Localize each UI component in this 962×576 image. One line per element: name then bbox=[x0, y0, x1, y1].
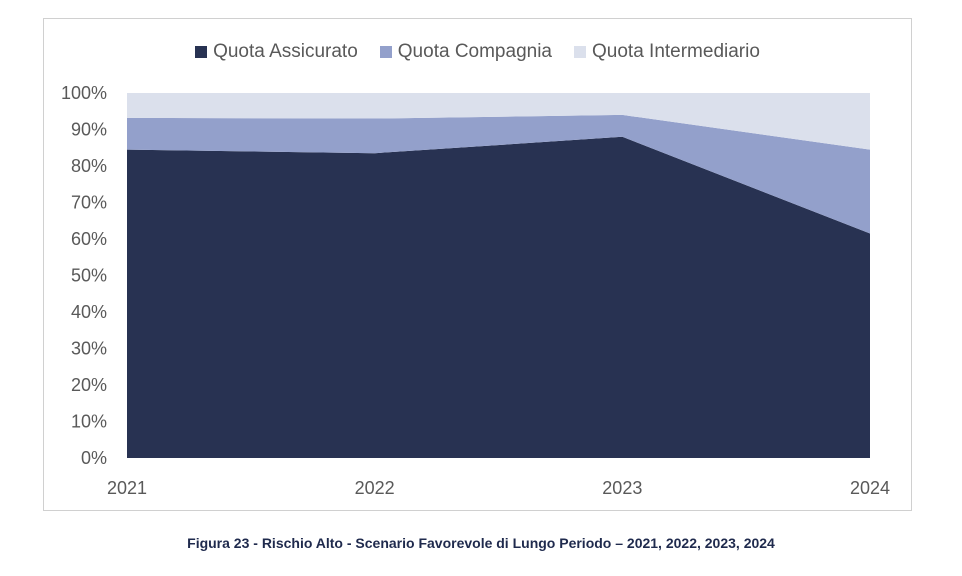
y-tick-label: 100% bbox=[61, 83, 107, 103]
y-tick-label: 50% bbox=[71, 266, 107, 286]
y-tick-label: 70% bbox=[71, 193, 107, 213]
y-tick-label: 0% bbox=[81, 448, 107, 468]
y-tick-label: 10% bbox=[71, 412, 107, 432]
y-tick-label: 30% bbox=[71, 339, 107, 359]
legend-label: Quota Intermediario bbox=[592, 41, 760, 62]
x-tick-label: 2023 bbox=[602, 478, 642, 498]
y-tick-label: 40% bbox=[71, 302, 107, 322]
legend-item: Quota Compagnia bbox=[379, 41, 552, 63]
area-series-1 bbox=[127, 136, 870, 459]
legend-swatch bbox=[574, 46, 586, 58]
area-series-3 bbox=[127, 93, 870, 150]
area-series-2 bbox=[127, 114, 870, 234]
legend-swatch bbox=[379, 46, 392, 58]
chart-legend: Quota Assicurato Quota Compagnia Quota Int… bbox=[44, 41, 911, 63]
chart-frame: Quota Assicurato Quota Compagnia Quota Int… bbox=[43, 18, 912, 511]
x-tick-label: 2022 bbox=[355, 478, 395, 498]
legend-swatch bbox=[195, 46, 208, 58]
figure-caption: Figura 23 - Rischio Alto - Scenario Favo… bbox=[187, 535, 775, 551]
legend-item: Quota Intermediario bbox=[574, 41, 760, 63]
legend-label: Quota Compagnia bbox=[397, 41, 552, 62]
y-tick-label: 80% bbox=[71, 156, 107, 176]
legend-label: Quota Assicurato bbox=[213, 41, 358, 62]
chart-plot: 0% 10% 20% 30% 40% 50% 60% 70% 80% 90% 100% 2021 202… bbox=[61, 83, 890, 498]
y-tick-label: 90% bbox=[71, 120, 107, 140]
x-tick-label: 2024 bbox=[850, 478, 890, 498]
y-tick-label: 20% bbox=[71, 375, 107, 395]
y-tick-label: 60% bbox=[71, 229, 107, 249]
x-tick-label: 2021 bbox=[107, 478, 147, 498]
legend-item: Quota Assicurato bbox=[195, 41, 358, 63]
